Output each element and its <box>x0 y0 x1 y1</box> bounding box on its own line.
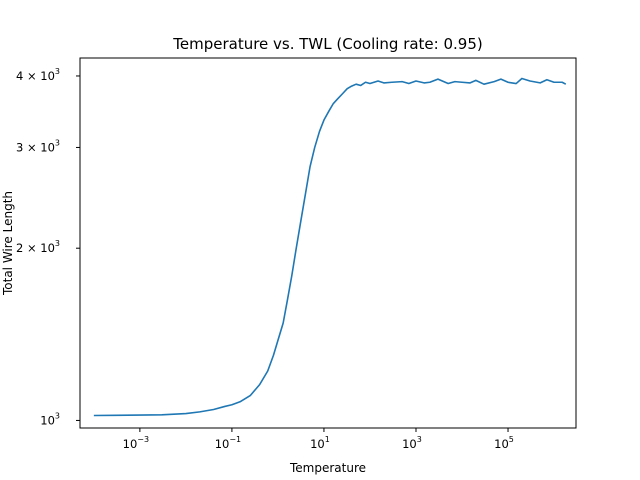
series-line-0 <box>93 77 567 417</box>
x-tick-label: 10−1 <box>215 435 241 451</box>
x-axis: 10−3 10−1 101 103 105 <box>123 428 514 451</box>
x-tick-label: 105 <box>494 435 514 451</box>
plot-area <box>93 77 567 417</box>
x-tick-label: 101 <box>310 435 330 451</box>
y-tick-label: 103 <box>40 411 60 427</box>
y-tick-label: 3 × 103 <box>16 138 60 154</box>
y-tick-label: 4 × 103 <box>16 67 60 83</box>
y-axis-label: Total Wire Length <box>1 191 15 296</box>
x-tick-label: 103 <box>402 435 422 451</box>
y-tick-label: 2 × 103 <box>16 239 60 255</box>
y-axis: 103 2 × 103 3 × 103 4 × 103 <box>16 67 80 427</box>
chart-title: Temperature vs. TWL (Cooling rate: 0.95) <box>172 35 483 53</box>
x-axis-label: Temperature <box>289 461 366 475</box>
plot-frame <box>79 57 577 429</box>
x-tick-label: 10−3 <box>123 435 149 451</box>
